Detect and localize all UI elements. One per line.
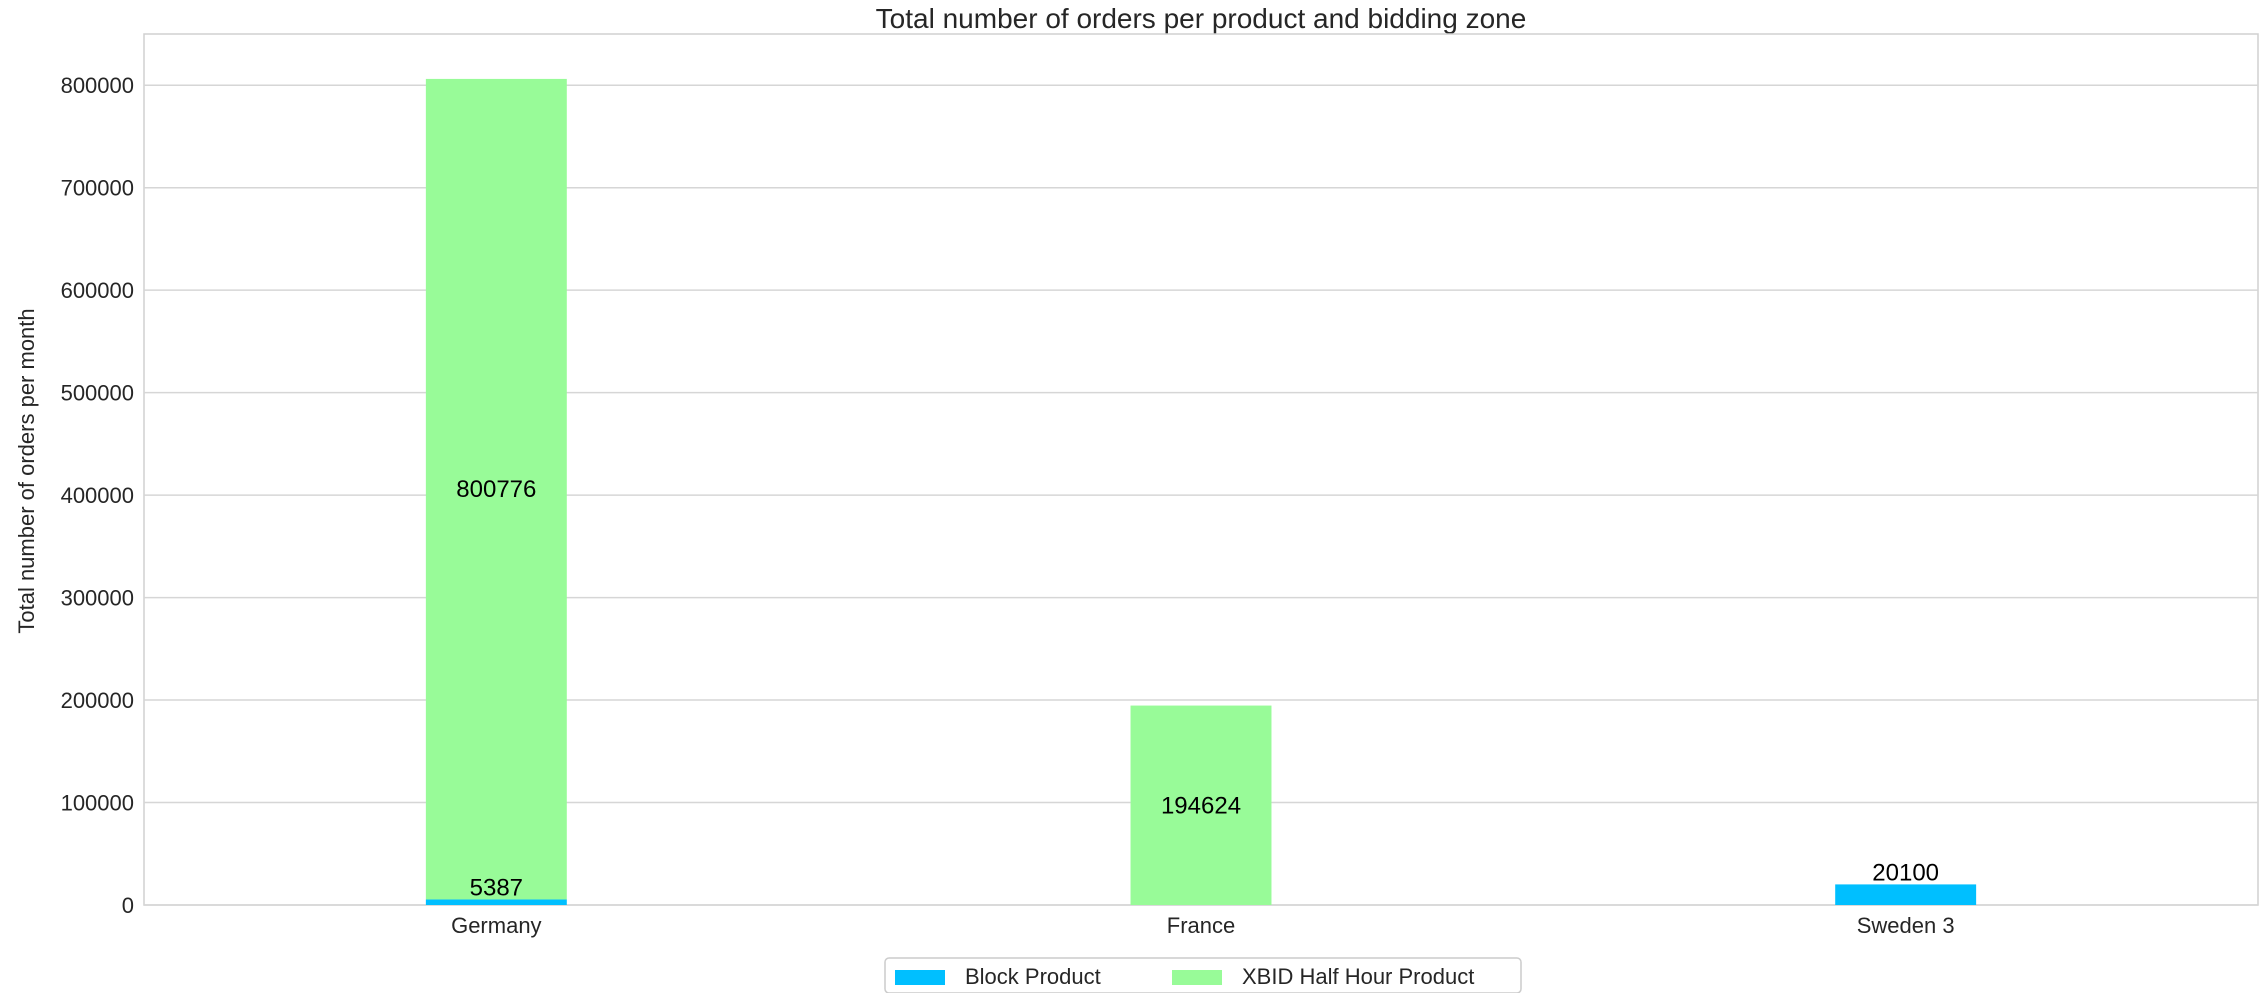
legend-swatch-xbid-half-hour-product	[1172, 970, 1222, 985]
data-label-france-xbid-half-hour-product: 194624	[1161, 792, 1241, 819]
bar-france-xbid-half-hour-product	[1130, 705, 1272, 905]
chart-title: Total number of orders per product and b…	[876, 3, 1527, 34]
x-tick-label-sweden-3: Sweden 3	[1857, 913, 1955, 938]
legend: Block Product XBID Half Hour Product	[884, 957, 1522, 994]
bar-germany-xbid-half-hour-product	[425, 78, 567, 900]
x-tick-label-germany: Germany	[451, 913, 541, 938]
data-label-sweden-3-block-product: 20100	[1872, 859, 1939, 886]
bars	[425, 78, 1977, 905]
bar-sweden-3-block-product	[1835, 884, 1977, 905]
y-tick-label: 100000	[61, 791, 134, 816]
y-tick-label: 500000	[61, 381, 134, 406]
y-axis-label: Total number of orders per month	[14, 308, 39, 633]
x-tick-label-france: France	[1167, 913, 1235, 938]
y-tick-label: 300000	[61, 586, 134, 611]
y-tick-label: 600000	[61, 278, 134, 303]
y-tick-label: 200000	[61, 688, 134, 713]
legend-label-block-product: Block Product	[965, 964, 1101, 989]
legend-swatch-block-product	[895, 970, 945, 985]
y-tick-label: 400000	[61, 483, 134, 508]
x-axis-ticks: Germany France Sweden 3	[451, 913, 1955, 938]
legend-label-xbid-half-hour-product: XBID Half Hour Product	[1242, 964, 1474, 989]
data-label-germany-block-product: 5387	[470, 874, 523, 901]
y-tick-label: 800000	[61, 73, 134, 98]
data-labels: 5387 800776 194624 20100	[456, 476, 1939, 901]
bar-germany-block-product	[425, 899, 567, 905]
data-label-germany-xbid-half-hour-product: 800776	[456, 476, 536, 503]
y-tick-label: 700000	[61, 176, 134, 201]
y-axis-ticks: 0 100000 200000 300000 400000 500000 600000 700…	[61, 73, 134, 918]
y-tick-label: 0	[122, 893, 134, 918]
